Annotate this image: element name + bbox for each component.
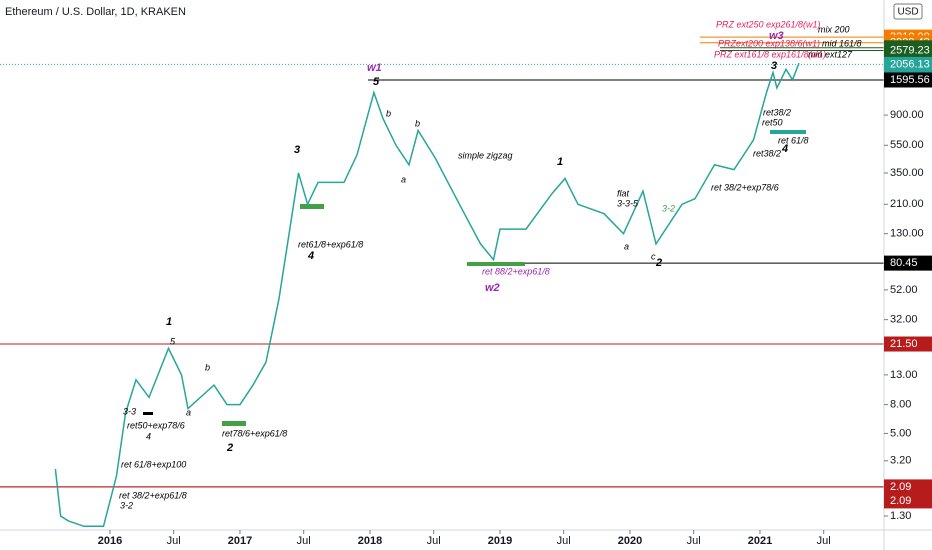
annotation: 4	[146, 431, 151, 441]
annotation: ret50	[762, 117, 783, 127]
level-label: 2.09	[890, 481, 911, 493]
x-tick-label: 2021	[748, 535, 772, 547]
zone-box	[300, 204, 324, 209]
annotation: flat	[617, 188, 630, 198]
annotation: ret 61/8	[778, 135, 809, 145]
level-label-bg	[884, 336, 932, 352]
annotation: 4	[307, 250, 314, 262]
zone-box	[770, 130, 806, 134]
level-label: 80.45	[890, 257, 918, 269]
y-tick-label: 3.20	[890, 455, 911, 467]
zone-box	[143, 412, 153, 415]
annotation: ret38/2	[763, 107, 791, 117]
annotation: 3-3	[123, 406, 136, 416]
annotation: ret 38/2+exp61/8	[119, 490, 187, 500]
annotation: ret 61/8+exp100	[121, 459, 186, 469]
annotation: w1	[367, 62, 382, 74]
annotation: min ext127	[808, 49, 853, 59]
level-label: 21.50	[890, 338, 918, 350]
price-line	[54, 62, 800, 528]
level-label-bg	[884, 479, 932, 495]
y-tick-label: 350.00	[890, 167, 924, 179]
level-label-bg	[884, 72, 932, 88]
annotation: 5	[170, 336, 176, 346]
level-label: 2.09	[890, 495, 911, 507]
level-label: 2579.23	[890, 44, 930, 56]
y-tick-label: 13.00	[890, 369, 918, 381]
annotation: 2	[226, 442, 233, 454]
annotation: ret 38/2+exp78/6	[711, 182, 779, 192]
x-tick-label: 2019	[488, 535, 512, 547]
zone-box	[467, 262, 525, 266]
level-label-bg	[884, 493, 932, 509]
annotation: w2	[485, 282, 500, 294]
annotation: c	[651, 251, 656, 261]
annotation: 1	[166, 316, 172, 328]
y-tick-label: 32.00	[890, 314, 918, 326]
annotation: mid 161/8	[822, 38, 862, 48]
annotation: a	[186, 407, 191, 417]
annotation: 2	[655, 257, 662, 269]
annotation: b	[415, 118, 420, 128]
title-bg	[0, 4, 232, 20]
y-tick-label: 900.00	[890, 109, 924, 121]
currency-box	[893, 3, 923, 20]
y-tick-label: 130.00	[890, 228, 924, 240]
annotation: b	[205, 362, 210, 372]
annotation: PRZ ext161/8 exp161/8(w1)	[714, 49, 826, 59]
x-tick-label: 2018	[358, 535, 382, 547]
annotation: 1	[557, 156, 563, 168]
currency: USD	[897, 7, 918, 18]
annotation: ret38/2	[753, 148, 781, 158]
x-tick-label: Jul	[687, 535, 701, 547]
x-tick-label: 2017	[228, 535, 252, 547]
x-tick-label: 2016	[98, 535, 122, 547]
y-tick-label: 1.30	[890, 510, 911, 522]
plot	[0, 36, 884, 528]
annotation: 5	[373, 76, 380, 88]
y-tick-label: 210.00	[890, 198, 924, 210]
level-label-bg	[884, 255, 932, 271]
annotation: a	[401, 174, 406, 184]
annotation: PRZ ext250 exp261/8(w1)	[716, 19, 821, 29]
annotation: ret61/8+exp61/8	[298, 239, 363, 249]
annotation: 3-3-5	[617, 198, 639, 208]
annotation: ret 88/2+exp61/8	[482, 266, 550, 276]
annotation: a	[624, 241, 629, 251]
annotation: simple zigzag	[458, 150, 513, 160]
level-label: 2056.13	[890, 58, 930, 70]
y-tick-label: 550.00	[890, 139, 924, 151]
annotation: mix 200	[818, 24, 850, 34]
y-tick-label: 8.00	[890, 399, 911, 411]
annotation: b	[386, 108, 391, 118]
chart-title: Ethereum / U.S. Dollar, 1D, KRAKEN	[5, 6, 186, 18]
annotation: w3	[769, 30, 784, 42]
annotation: 4	[781, 143, 788, 155]
annotation: 3-2	[662, 203, 675, 213]
annotation: 3-2	[120, 500, 133, 510]
x-tick-label: Jul	[297, 535, 311, 547]
x-tick-label: Jul	[427, 535, 441, 547]
x-tick-label: Jul	[557, 535, 571, 547]
level-label: 1595.56	[890, 74, 930, 86]
x-tick-label: Jul	[167, 535, 181, 547]
x-tick-label: Jul	[817, 535, 831, 547]
annotation: PRZext200 exp138/6(w1)	[718, 38, 820, 48]
zone-box	[222, 421, 246, 426]
y-tick-label: 52.00	[890, 284, 918, 296]
annotation: ret50+exp78/6	[127, 420, 185, 430]
x-tick-label: 2020	[618, 535, 642, 547]
annotation: 3	[294, 144, 300, 156]
level-label-bg	[884, 43, 932, 59]
y-tick-label: 5.00	[890, 427, 911, 439]
annotation: 3	[771, 60, 777, 72]
annotation: ret78/6+exp61/8	[222, 428, 287, 438]
